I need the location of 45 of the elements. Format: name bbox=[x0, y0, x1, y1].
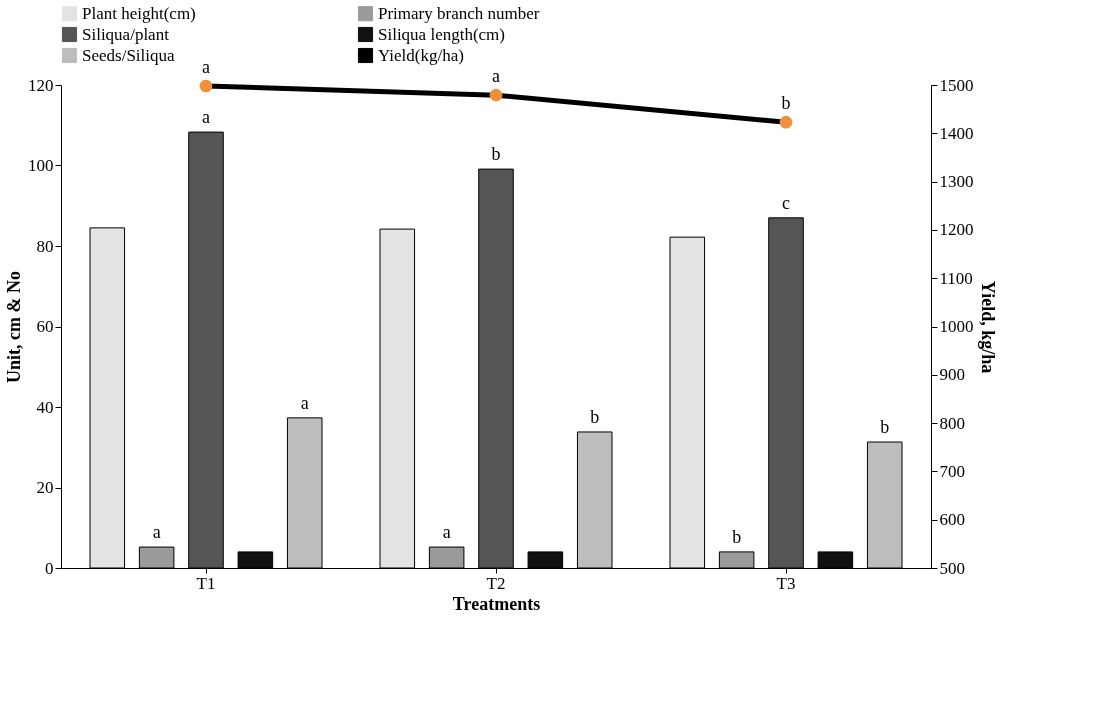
x-tick-label: T1 bbox=[196, 573, 216, 593]
y-tick-label: 20 bbox=[36, 478, 54, 497]
data-label: a bbox=[202, 56, 210, 77]
data-label: b bbox=[732, 526, 742, 547]
data-label: a bbox=[202, 107, 210, 128]
data-label: a bbox=[152, 522, 161, 543]
data-label: a bbox=[300, 392, 309, 413]
y-tick-label: 40 bbox=[36, 397, 54, 417]
data-label: a bbox=[442, 522, 451, 543]
x-tick-label: T2 bbox=[486, 573, 506, 593]
y2-tick-label: 700 bbox=[939, 461, 965, 481]
data-label: b bbox=[781, 93, 791, 114]
y-tick-label: 60 bbox=[36, 317, 54, 336]
data-label: b bbox=[590, 406, 600, 427]
point bbox=[489, 88, 503, 102]
y2-tick-label: 800 bbox=[939, 413, 965, 433]
y2-tick-label: 900 bbox=[939, 365, 965, 385]
data-label: a bbox=[492, 66, 500, 87]
legend-label: Siliqua length(cm) bbox=[378, 24, 506, 44]
y-tick-label: 0 bbox=[45, 558, 54, 578]
point bbox=[779, 115, 793, 129]
y2-tick-label: 1500 bbox=[939, 75, 974, 95]
data-label: b bbox=[880, 417, 890, 438]
y2-tick-label: 500 bbox=[939, 558, 965, 578]
y-axis-title: Unit, cm & No bbox=[4, 271, 24, 383]
data-label: b bbox=[491, 144, 501, 165]
legend-label: Primary branch number bbox=[378, 3, 540, 23]
point bbox=[199, 79, 213, 93]
y2-tick-label: 1100 bbox=[939, 268, 973, 288]
data-label: c bbox=[782, 192, 790, 213]
y2-tick-label: 600 bbox=[939, 510, 965, 530]
y2-tick-label: 1000 bbox=[939, 317, 974, 336]
legend-label: Seeds/Siliqua bbox=[82, 45, 176, 65]
legend-label: Plant height(cm) bbox=[82, 3, 196, 23]
y-tick-label: 100 bbox=[28, 156, 54, 175]
y2-tick-label: 1300 bbox=[939, 172, 974, 192]
y2-axis-title: Yield, kg/ha bbox=[977, 280, 998, 374]
y2-tick-label: 1400 bbox=[939, 123, 974, 143]
y-tick-label: 120 bbox=[28, 75, 54, 95]
legend-label: Yield(kg/ha) bbox=[378, 45, 464, 65]
y2-tick-label: 1200 bbox=[939, 220, 974, 240]
legend-label: Siliqua/plant bbox=[82, 24, 170, 44]
x-axis-title: Treatments bbox=[452, 593, 541, 614]
x-tick-label: T3 bbox=[776, 573, 796, 593]
y-tick-label: 80 bbox=[36, 236, 54, 256]
